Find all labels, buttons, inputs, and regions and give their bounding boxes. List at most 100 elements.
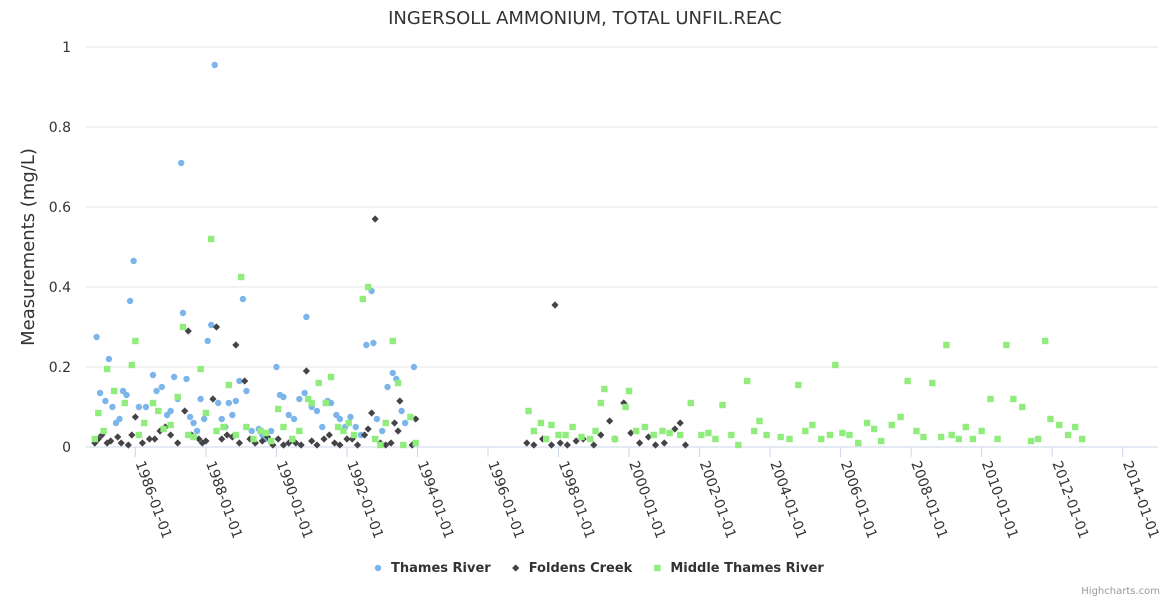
data-point-middle-thames-river[interactable] [174,393,181,401]
data-point-foldens-creek[interactable] [523,439,531,447]
data-point-middle-thames-river[interactable] [712,435,719,443]
data-point-foldens-creek[interactable] [382,441,390,449]
data-point-thames-river[interactable] [193,427,201,435]
data-point-thames-river[interactable] [303,313,310,321]
data-point-thames-river[interactable] [301,389,308,397]
data-point-middle-thames-river[interactable] [562,431,569,439]
data-point-foldens-creek[interactable] [676,419,684,427]
data-point-middle-thames-river[interactable] [826,431,834,439]
data-point-foldens-creek[interactable] [131,413,139,421]
data-point-foldens-creek[interactable] [331,439,339,447]
data-point-middle-thames-river[interactable] [289,435,296,443]
data-point-middle-thames-river[interactable] [100,427,107,435]
data-point-middle-thames-river[interactable] [359,295,367,303]
data-point-middle-thames-river[interactable] [548,421,555,429]
data-point-thames-river[interactable] [285,411,292,419]
data-point-middle-thames-river[interactable] [802,427,809,435]
data-point-foldens-creek[interactable] [387,439,395,447]
data-point-middle-thames-river[interactable] [371,435,379,443]
data-point-middle-thames-river[interactable] [132,337,139,345]
data-point-foldens-creek[interactable] [368,409,376,417]
data-point-thames-river[interactable] [410,363,418,371]
data-point-thames-river[interactable] [207,321,215,329]
data-point-thames-river[interactable] [93,333,100,341]
data-point-thames-river[interactable] [142,403,150,411]
data-point-middle-thames-river[interactable] [530,427,538,435]
data-point-middle-thames-river[interactable] [698,431,705,439]
data-point-middle-thames-river[interactable] [213,427,220,435]
data-point-middle-thames-river[interactable] [103,365,111,373]
data-point-middle-thames-river[interactable] [786,435,793,443]
data-point-thames-river[interactable] [126,297,134,305]
data-point-foldens-creek[interactable] [660,439,668,447]
data-point-middle-thames-river[interactable] [555,431,562,439]
data-point-thames-river[interactable] [197,395,204,403]
data-point-thames-river[interactable] [273,363,280,371]
data-point-middle-thames-river[interactable] [904,377,911,385]
data-point-middle-thames-river[interactable] [389,337,396,345]
data-point-foldens-creek[interactable] [681,441,690,449]
legend-item-foldens-creek[interactable]: Foldens Creek [512,561,633,576]
data-point-middle-thames-river[interactable] [659,427,666,435]
data-point-middle-thames-river[interactable] [155,407,162,415]
data-point-middle-thames-river[interactable] [1071,423,1079,431]
data-point-middle-thames-river[interactable] [777,433,784,441]
data-point-middle-thames-river[interactable] [315,379,322,387]
data-point-foldens-creek[interactable] [325,431,333,439]
data-point-middle-thames-river[interactable] [140,419,148,427]
data-point-middle-thames-river[interactable] [267,437,275,445]
data-point-thames-river[interactable] [211,61,218,69]
data-point-middle-thames-river[interactable] [364,283,372,291]
data-point-middle-thames-river[interactable] [795,381,802,389]
data-point-middle-thames-river[interactable] [327,373,335,381]
data-point-thames-river[interactable] [370,339,377,347]
data-point-foldens-creek[interactable] [308,437,316,445]
data-point-foldens-creek[interactable] [390,419,399,427]
data-point-thames-river[interactable] [296,395,303,403]
data-point-middle-thames-river[interactable] [1027,437,1035,445]
data-point-thames-river[interactable] [290,415,298,423]
data-point-middle-thames-river[interactable] [855,439,862,447]
data-point-middle-thames-river[interactable] [578,433,585,441]
data-point-middle-thames-river[interactable] [978,427,985,435]
data-point-thames-river[interactable] [158,383,166,391]
data-point-middle-thames-river[interactable] [948,431,955,439]
legend-item-middle-thames-river[interactable]: Middle Thames River [654,561,824,576]
data-point-middle-thames-river[interactable] [943,341,950,349]
legend-label-foldens-creek[interactable]: Foldens Creek [529,561,633,576]
data-point-middle-thames-river[interactable] [220,423,227,431]
data-point-middle-thames-river[interactable] [400,441,407,449]
data-point-foldens-creek[interactable] [235,439,243,447]
data-point-thames-river[interactable] [225,399,233,407]
data-point-middle-thames-river[interactable] [160,425,167,433]
data-point-foldens-creek[interactable] [279,441,288,449]
data-point-foldens-creek[interactable] [117,439,125,447]
legend-marker-middle-thames-river[interactable] [654,564,661,572]
data-point-middle-thames-river[interactable] [719,401,726,409]
data-point-middle-thames-river[interactable] [751,427,758,435]
data-point-thames-river[interactable] [179,309,187,317]
data-point-thames-river[interactable] [200,415,208,423]
data-point-middle-thames-river[interactable] [962,423,970,431]
data-point-middle-thames-river[interactable] [650,431,657,439]
data-point-middle-thames-river[interactable] [832,361,839,369]
data-point-thames-river[interactable] [336,415,344,423]
data-point-foldens-creek[interactable] [128,431,136,439]
data-point-thames-river[interactable] [215,399,222,407]
data-point-middle-thames-river[interactable] [839,429,846,437]
data-point-thames-river[interactable] [123,391,130,399]
data-point-thames-river[interactable] [135,403,143,411]
data-point-middle-thames-river[interactable] [304,395,312,403]
data-point-foldens-creek[interactable] [212,323,221,331]
data-point-middle-thames-river[interactable] [611,435,619,443]
data-point-middle-thames-river[interactable] [308,399,315,407]
data-point-thames-river[interactable] [280,393,287,401]
data-point-foldens-creek[interactable] [313,441,321,449]
data-point-middle-thames-river[interactable] [987,395,994,403]
data-point-foldens-creek[interactable] [551,301,559,309]
data-point-foldens-creek[interactable] [597,431,605,439]
data-point-middle-thames-river[interactable] [1047,415,1054,423]
data-point-middle-thames-river[interactable] [345,419,352,427]
data-point-middle-thames-river[interactable] [897,413,904,421]
data-point-middle-thames-river[interactable] [350,431,358,439]
